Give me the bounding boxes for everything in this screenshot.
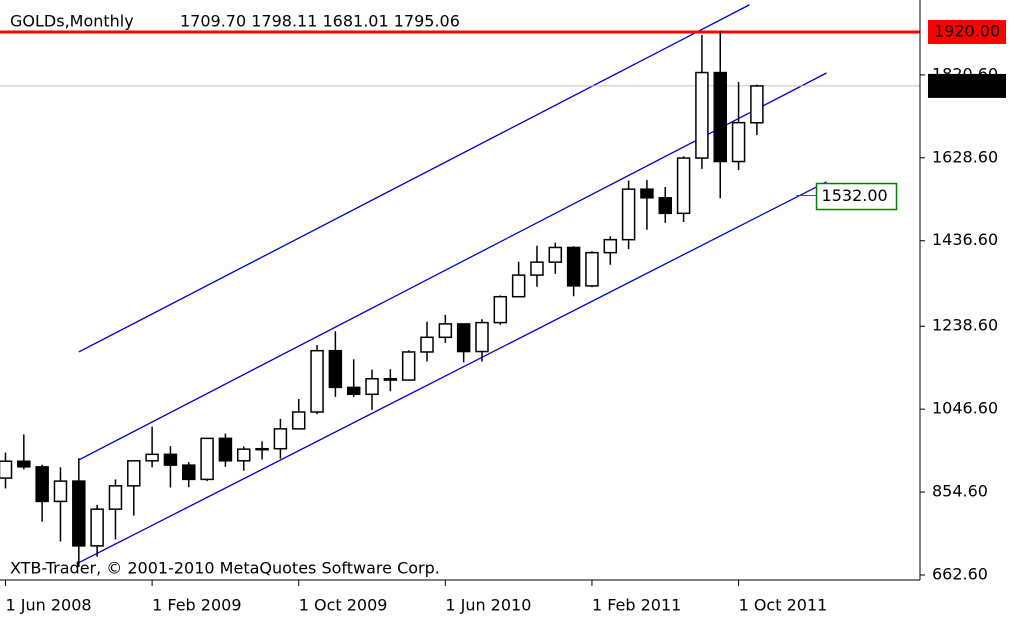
candle-body [17,460,31,468]
candle-body [346,386,361,396]
y-tick-label: 1046.60 [932,399,998,418]
level-label: 1920.00 [934,21,1000,40]
level-label: 1795.06 [934,75,1000,94]
candle-body [511,274,526,298]
chart-title: GOLDs,Monthly [10,12,134,31]
channel-label-box [815,182,898,211]
y-tick-label: 1238.60 [932,316,998,335]
candle-body [182,464,196,481]
candle-body [255,447,269,451]
x-tick-label: 1 Jun 2010 [445,596,531,615]
candle-body [401,351,416,381]
candle-body [548,246,563,263]
candle-body [108,485,123,510]
candle-body [328,349,343,389]
candle-body [291,411,306,430]
candle-body [438,323,453,339]
x-tick-label: 1 Feb 2009 [152,596,241,615]
candle-body [218,437,233,462]
candle-body [145,453,159,462]
candle-body [621,188,636,241]
level-label-box [928,19,1006,44]
candle-body [310,349,324,413]
candle-body [53,480,68,503]
candle-body [603,238,618,254]
candle-body [365,377,379,396]
x-tick-label: 1 Jun 2008 [5,596,91,615]
candle-body [530,261,544,276]
footer: XTB-Trader, © 2001-2010 MetaQuotes Softw… [10,559,440,578]
candle-body [236,448,251,462]
candle-body [0,460,13,479]
candle-body [127,460,141,487]
y-tick-label: 662.60 [932,564,988,583]
y-tick-label: 1628.60 [932,147,998,166]
plot-area [0,4,920,568]
candle-body [273,428,288,450]
y-tick-label: 1436.60 [932,230,998,249]
candle-body [493,295,508,324]
candle-body [200,437,214,481]
channel-line [78,4,750,353]
ohlc-label: 1709.70 1798.11 1681.01 1795.06 [180,12,460,31]
x-tick-label: 1 Oct 2011 [739,596,828,615]
candle-body [163,453,178,466]
candle-body [420,336,434,353]
candle-body [35,466,49,503]
candle-body [585,251,599,287]
candle-body [695,71,709,159]
candle-body [658,197,673,215]
channel-label: 1532.00 [822,186,888,205]
candle-body [713,71,727,163]
candle-body [731,121,746,163]
x-tick-label: 1 Feb 2011 [592,596,681,615]
candle-body [676,157,691,215]
x-tick-label: 1 Oct 2009 [299,596,388,615]
candle-body [90,508,104,547]
candle-body [640,188,654,199]
candle-body [475,321,489,353]
level-label-box [928,73,1006,98]
candle-body [383,377,398,381]
candle-body [750,85,764,124]
channel-line [78,181,827,564]
candle-body [72,480,86,547]
y-tick-label: 854.60 [932,482,988,501]
candle-body [456,323,471,353]
candle-body [566,246,581,287]
